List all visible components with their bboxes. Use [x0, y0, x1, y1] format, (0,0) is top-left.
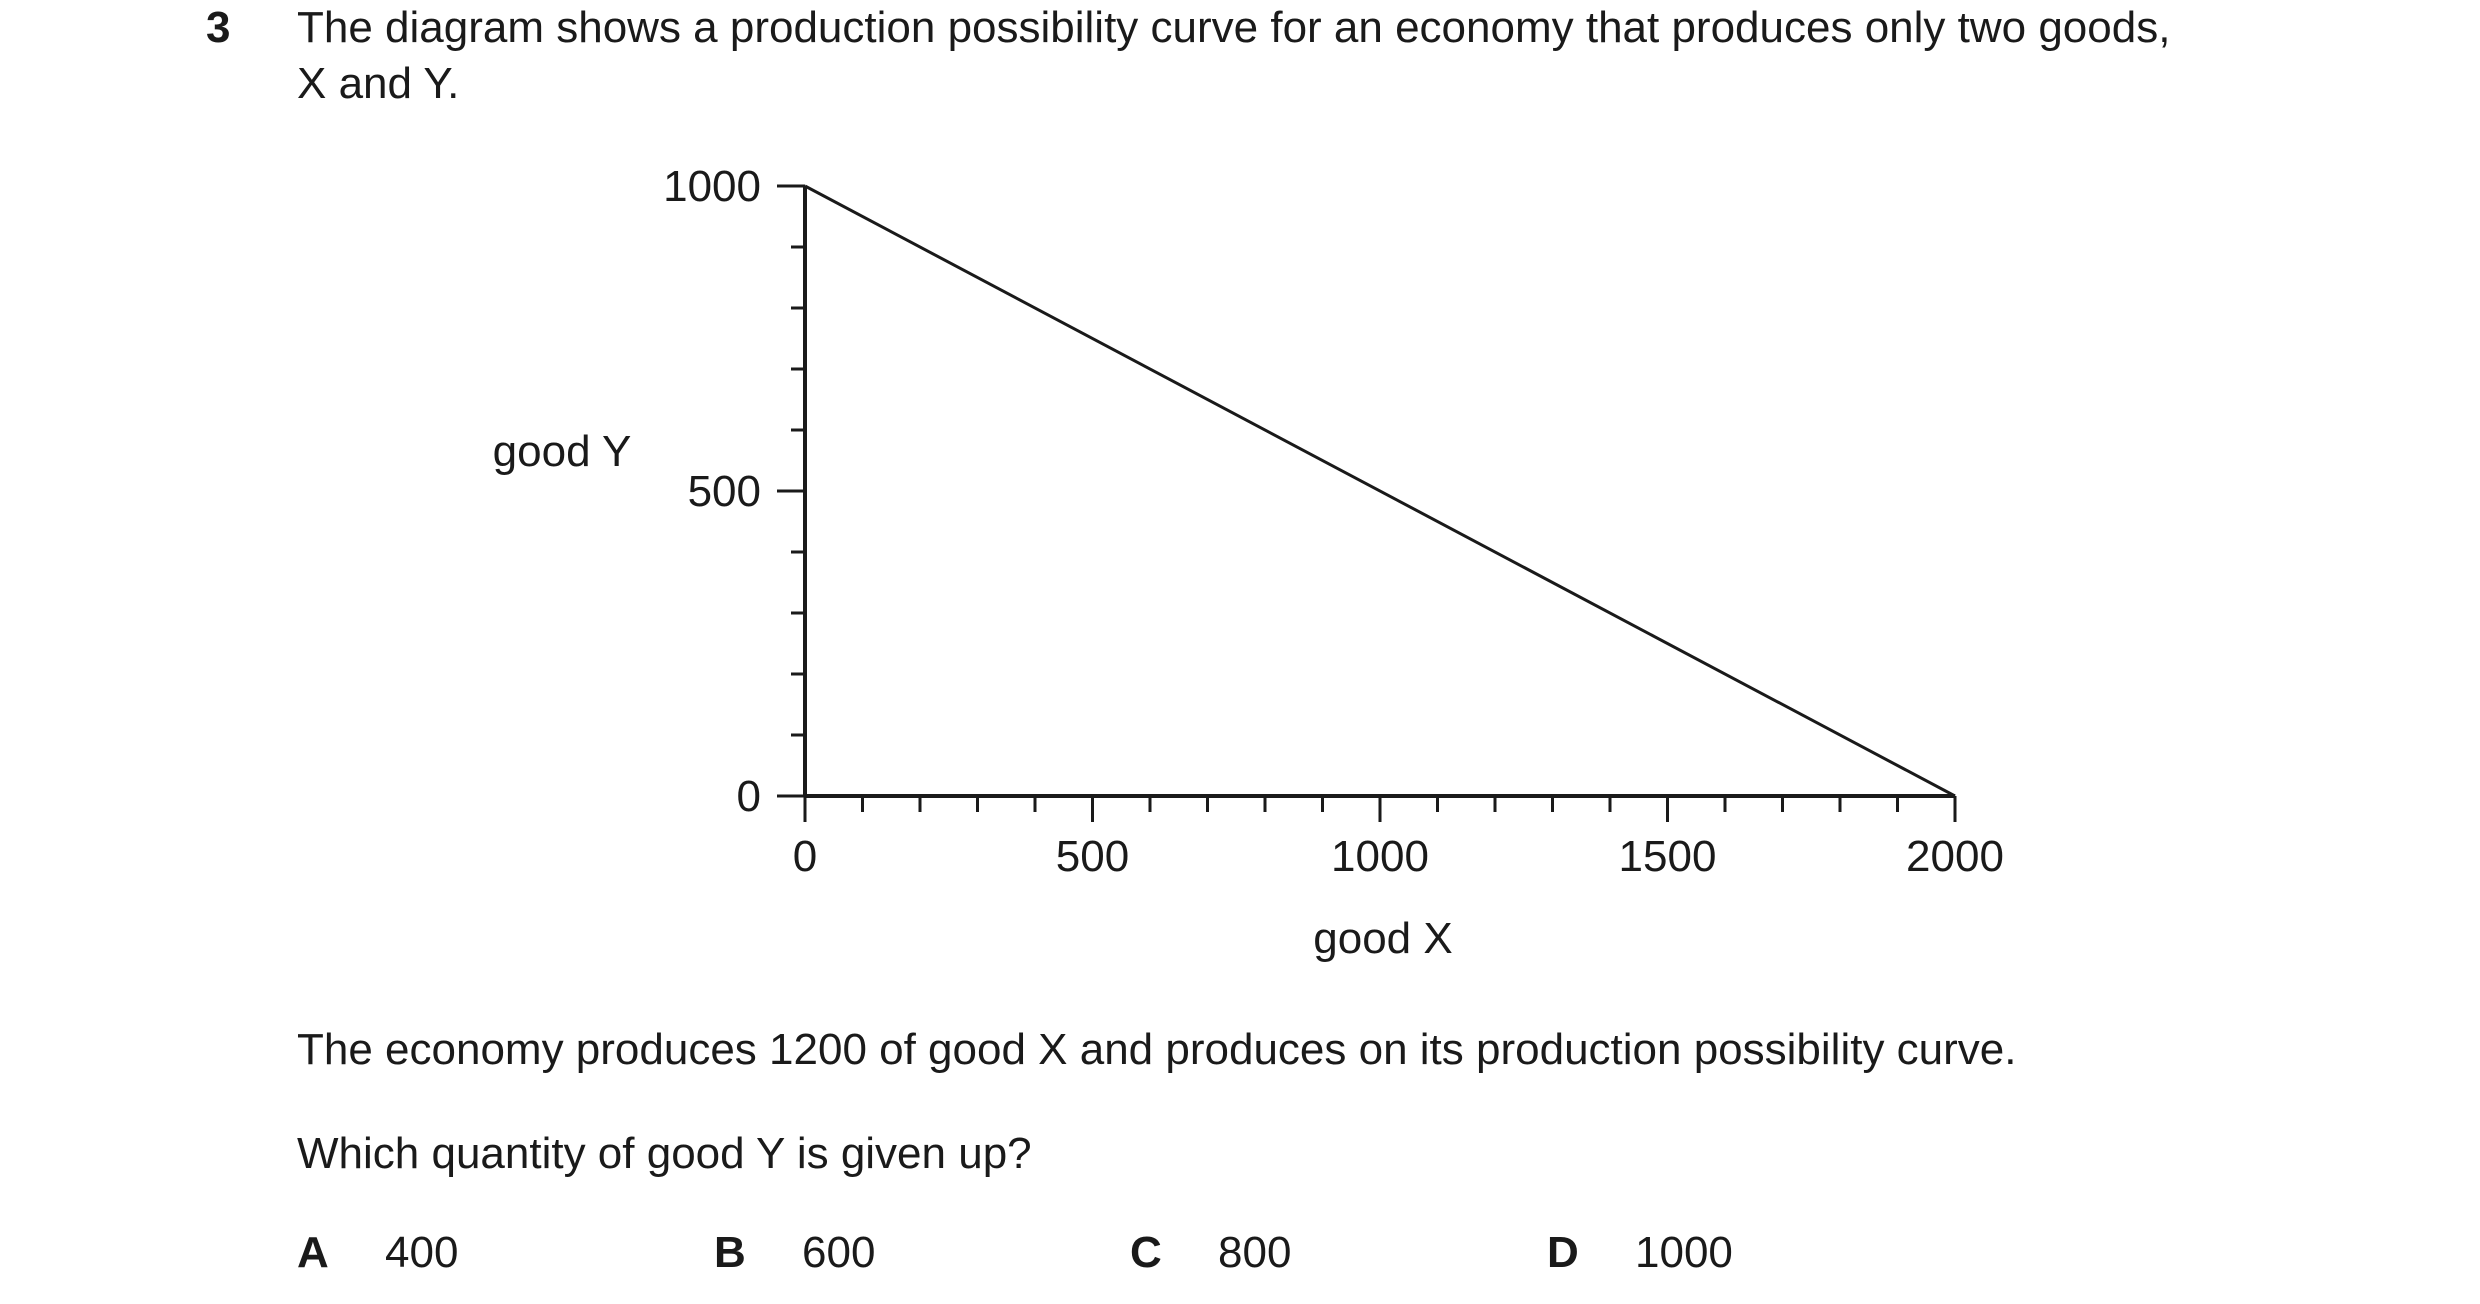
y-tick-label: 0: [737, 772, 761, 821]
y-tick-label: 1000: [663, 162, 761, 211]
x-tick-label: 1000: [1331, 832, 1429, 881]
x-tick-label: 0: [793, 832, 817, 881]
answer-options: A 400 B 600 C 800 D 1000: [0, 1225, 2480, 1285]
question-stem-line-1: The diagram shows a production possibili…: [297, 3, 2171, 52]
question-info: The economy produces 1200 of good X and …: [297, 1025, 2017, 1074]
question-number: 3: [206, 3, 231, 52]
x-tick-label: 1500: [1619, 832, 1717, 881]
option-value: 800: [1218, 1228, 1292, 1277]
option-letter: C: [1130, 1228, 1162, 1277]
question-stem: The diagram shows a production possibili…: [297, 0, 2397, 112]
ppc-line: [804, 184, 1956, 798]
x-axis-label: good X: [1313, 914, 1452, 963]
question-prompt: Which quantity of good Y is given up?: [297, 1129, 1032, 1178]
ppc-chart: 0 500 1000 0 500 1000 1500 2000 good Y good X: [493, 162, 2004, 963]
x-tick-label: 500: [1056, 832, 1129, 881]
option-letter: A: [297, 1228, 329, 1277]
y-tick-label: 500: [688, 467, 761, 516]
option-letter: D: [1547, 1228, 1579, 1277]
option-letter: B: [714, 1228, 746, 1277]
y-axis-label: good Y: [493, 427, 632, 476]
option-value: 400: [385, 1228, 459, 1277]
x-tick-label: 2000: [1906, 832, 2004, 881]
question-stem-line-2: X and Y.: [297, 59, 460, 108]
option-value: 600: [802, 1228, 876, 1277]
option-value: 1000: [1635, 1228, 1733, 1277]
